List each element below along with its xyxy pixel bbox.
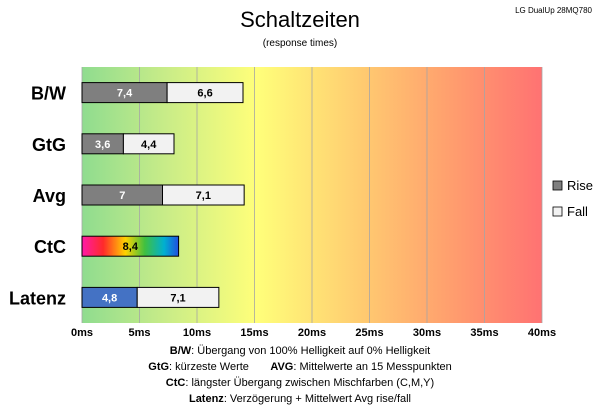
legend-rise-label: Rise bbox=[567, 178, 593, 193]
note-ctc-key: CtC bbox=[165, 377, 186, 389]
legend-rise-swatch bbox=[552, 180, 563, 191]
bar-fall bbox=[122, 133, 175, 155]
note-latenz-key: Latenz bbox=[188, 393, 224, 405]
note-gtg-avg: GtG: kürzeste Werte AVG: Mittelwerte an … bbox=[0, 359, 600, 375]
chart-title: Schaltzeiten bbox=[240, 7, 360, 32]
note-gtg-text: : kürzeste Werte bbox=[169, 361, 249, 373]
bar-fall-label: 4,4 bbox=[141, 139, 157, 151]
category-label: Latenz bbox=[9, 288, 66, 308]
footnotes: B/W: Übergang von 100% Helligkeit auf 0%… bbox=[0, 343, 600, 407]
note-avg-key: AVG bbox=[270, 361, 294, 373]
x-tick-labels: 0ms 5ms 10ms 15ms 20ms 25ms 30ms 35ms 40ms bbox=[71, 327, 556, 339]
category-labels: B/W GtG Avg CtC Latenz bbox=[9, 84, 66, 309]
bars: 7,4 6,6 3,6 4,4 7 7,1 8,4 4,8 7,1 bbox=[81, 82, 245, 308]
note-bw-key: B/W bbox=[169, 345, 192, 357]
x-tick-label: 30ms bbox=[413, 327, 441, 339]
bar-fall bbox=[162, 184, 245, 206]
corner-label: LG DualUp 28MQ780 bbox=[515, 6, 592, 15]
bar-rise-label: 7 bbox=[119, 190, 125, 202]
note-ctc-text: : längster Übergang zwischen Mischfarben… bbox=[185, 377, 435, 389]
note-avg-text: : Mittelwerte an 15 Messpunkten bbox=[293, 361, 452, 373]
chart-subtitle: (response times) bbox=[263, 38, 337, 49]
category-label: CtC bbox=[34, 237, 66, 257]
bar-rise-label: 4,8 bbox=[102, 292, 117, 304]
x-tick-label: 40ms bbox=[528, 327, 556, 339]
note-ctc: CtC: längster Übergang zwischen Mischfar… bbox=[0, 375, 600, 391]
legend-fall-label: Fall bbox=[567, 204, 588, 219]
bar-fall bbox=[166, 82, 244, 104]
bar-rise-label: 7,4 bbox=[117, 88, 133, 100]
bar-rise-label: 3,6 bbox=[95, 139, 110, 151]
note-latenz: Latenz: Verzögerung + Mittelwert Avg ris… bbox=[0, 391, 600, 407]
bar-rise bbox=[81, 235, 180, 257]
note-bw: B/W: Übergang von 100% Helligkeit auf 0%… bbox=[0, 343, 600, 359]
category-label: Avg bbox=[33, 186, 66, 206]
x-tick-label: 10ms bbox=[183, 327, 211, 339]
x-tick-label: 20ms bbox=[298, 327, 326, 339]
x-tick-label: 0ms bbox=[71, 327, 93, 339]
bar-rise-label: 8,4 bbox=[123, 241, 139, 253]
legend-fall-swatch bbox=[552, 206, 563, 217]
bar-fall-label: 7,1 bbox=[196, 190, 211, 202]
category-label: GtG bbox=[32, 135, 66, 155]
grid-lines bbox=[81, 67, 543, 323]
x-tick-label: 35ms bbox=[470, 327, 498, 339]
note-gtg-key: GtG bbox=[148, 361, 170, 373]
legend: Rise Fall bbox=[552, 178, 593, 219]
bar-fall bbox=[136, 286, 220, 308]
note-latenz-text: : Verzögerung + Mittelwert Avg rise/fall bbox=[223, 393, 412, 405]
bar-fall-label: 6,6 bbox=[197, 88, 212, 100]
x-tick-label: 15ms bbox=[240, 327, 268, 339]
x-tick-label: 5ms bbox=[128, 327, 150, 339]
note-bw-text: : Übergang von 100% Helligkeit auf 0% He… bbox=[191, 345, 431, 357]
x-tick-label: 25ms bbox=[355, 327, 383, 339]
category-label: B/W bbox=[31, 84, 66, 104]
bar-fall-label: 7,1 bbox=[170, 292, 185, 304]
